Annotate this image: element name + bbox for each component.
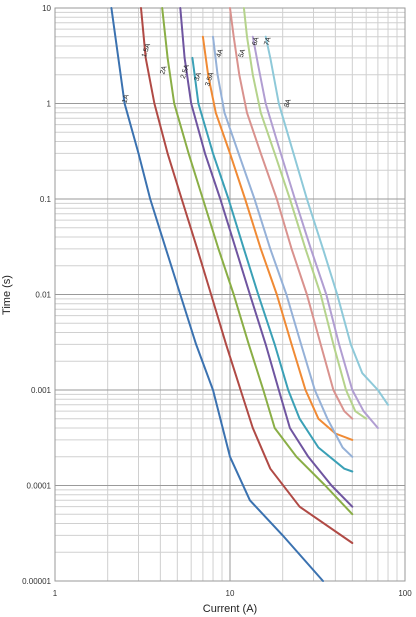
y-tick-label: 0.0001 bbox=[27, 482, 52, 491]
curve-label: 5A bbox=[238, 48, 247, 59]
curve-label: 2A bbox=[159, 65, 168, 76]
series-line-5a bbox=[229, 7, 354, 420]
series-layer bbox=[110, 7, 389, 582]
series-line-1a bbox=[110, 7, 324, 582]
curve-label-layer: 1A 1.5A 2A 2.5A 3A 3.5A 4A 5A 6A 7A 8A bbox=[121, 36, 293, 109]
y-axis-title: Time (s) bbox=[1, 275, 13, 315]
x-tick-label: 10 bbox=[226, 589, 235, 598]
series-line-4a bbox=[212, 35, 354, 458]
curve-label: 1.5A bbox=[141, 42, 152, 58]
y-axis-ticks: 10 1 0.1 0.01 0.001 0.0001 0.00001 bbox=[22, 4, 51, 586]
curve-label: 2.5A bbox=[180, 64, 191, 80]
curve-label: 8A bbox=[283, 98, 292, 109]
y-tick-label: 0.1 bbox=[40, 195, 52, 204]
x-tick-label: 1 bbox=[53, 589, 58, 598]
y-tick-label: 1 bbox=[47, 100, 52, 109]
x-axis-ticks: 1 10 100 bbox=[53, 589, 412, 598]
curve-label: 7A bbox=[263, 36, 272, 47]
series-line-7a bbox=[251, 35, 379, 429]
curve-label: 1A bbox=[121, 93, 130, 104]
y-tick-label: 0.00001 bbox=[22, 577, 51, 586]
series-line-6a bbox=[242, 7, 368, 420]
curve-label: 3A bbox=[194, 71, 203, 82]
curve-label: 4A bbox=[216, 48, 225, 59]
series-line-1_5a bbox=[140, 7, 354, 544]
curve-label: 3.5A bbox=[204, 71, 215, 87]
y-tick-label: 10 bbox=[42, 4, 51, 13]
series-line-2a bbox=[161, 7, 354, 516]
x-axis-title: Current (A) bbox=[203, 603, 257, 615]
curve-label: 6A bbox=[251, 36, 260, 47]
series-line-8a bbox=[264, 35, 389, 406]
series-line-2_5a bbox=[179, 7, 354, 508]
x-tick-label: 100 bbox=[398, 589, 412, 598]
y-tick-label: 0.001 bbox=[31, 386, 52, 395]
series-line-3_5a bbox=[201, 35, 354, 441]
y-tick-label: 0.01 bbox=[35, 291, 51, 300]
series-line-3a bbox=[191, 56, 354, 473]
